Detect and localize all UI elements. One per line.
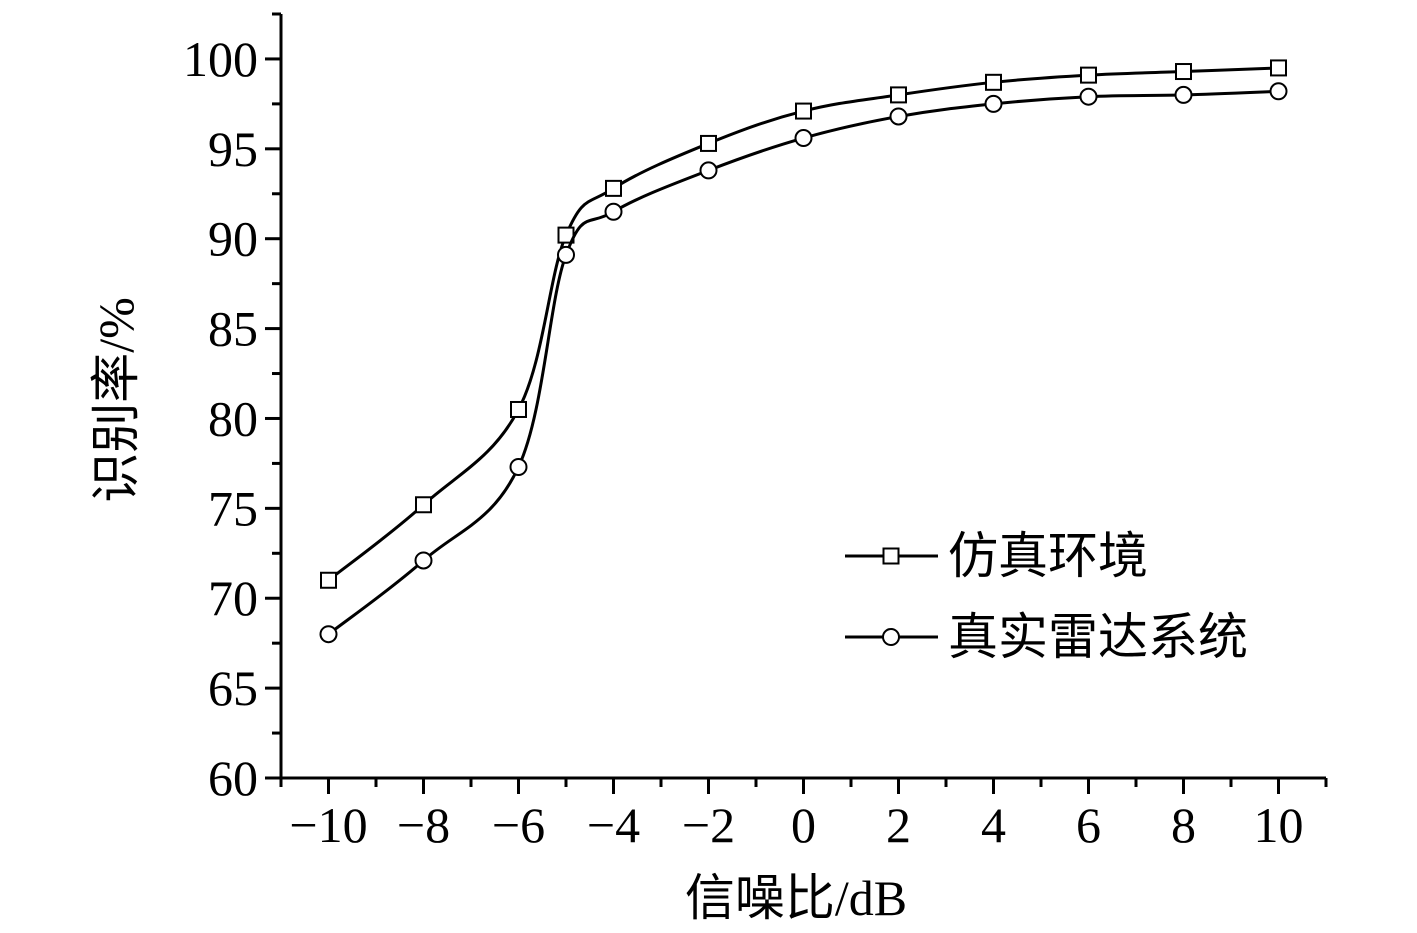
data-point	[604, 202, 623, 221]
data-point	[984, 94, 1003, 113]
x-ticks: −10 −8 −6 −4 −2 0 2 4 6 8 10	[279, 778, 1328, 853]
y-axis-title: 识别率/%	[88, 297, 144, 503]
data-point	[415, 496, 432, 514]
x-tick-label: 0	[791, 797, 816, 853]
x-tick-label: 10	[1254, 797, 1304, 853]
data-point	[1269, 82, 1288, 101]
data-point	[1174, 85, 1193, 104]
data-point	[319, 625, 338, 644]
y-tick-label: 85	[208, 301, 258, 357]
y-tick-label: 60	[208, 750, 258, 806]
legend-label: 仿真环境	[948, 528, 1148, 584]
data-point	[414, 551, 433, 570]
x-tick-label: −6	[492, 797, 545, 853]
data-point	[557, 245, 575, 264]
y-tick-label: 80	[208, 390, 258, 446]
series-2	[319, 82, 1288, 644]
data-point	[889, 107, 908, 126]
data-point	[699, 161, 718, 180]
data-point	[509, 458, 528, 477]
x-tick-label: −4	[587, 797, 640, 853]
y-ticks: 60 65 70 75 80 85 90 95 100	[183, 12, 281, 806]
data-point	[1079, 87, 1098, 106]
legend-marker	[882, 547, 900, 565]
data-point	[320, 571, 337, 589]
data-point	[1175, 63, 1192, 81]
data-point	[890, 86, 907, 104]
x-tick-label: −2	[682, 797, 735, 853]
y-tick-label: 75	[208, 480, 258, 536]
legend-item: 仿真环境	[845, 528, 1148, 584]
data-point	[985, 73, 1002, 91]
data-point	[795, 102, 812, 120]
y-tick-label: 100	[183, 31, 258, 87]
x-tick-label: 8	[1171, 797, 1196, 853]
x-axis-title: 信噪比/dB	[685, 870, 907, 926]
x-tick-label: 4	[981, 797, 1006, 853]
data-point	[700, 134, 717, 152]
data-point	[1080, 66, 1097, 84]
y-tick-label: 90	[208, 211, 258, 267]
x-tick-label: 6	[1076, 797, 1101, 853]
data-point	[605, 179, 622, 197]
y-tick-label: 95	[208, 121, 258, 177]
data-point	[1270, 59, 1287, 77]
data-point	[510, 400, 527, 418]
data-point	[794, 129, 813, 148]
legend-label: 真实雷达系统	[948, 609, 1248, 665]
y-tick-label: 70	[208, 570, 258, 626]
legend-marker	[882, 628, 900, 646]
legend-item: 真实雷达系统	[845, 609, 1248, 665]
x-tick-label: −8	[397, 797, 450, 853]
series-1	[320, 59, 1287, 589]
x-tick-label: −10	[289, 797, 367, 853]
y-tick-label: 65	[208, 660, 258, 716]
series-layer	[319, 59, 1288, 644]
x-tick-label: 2	[886, 797, 911, 853]
